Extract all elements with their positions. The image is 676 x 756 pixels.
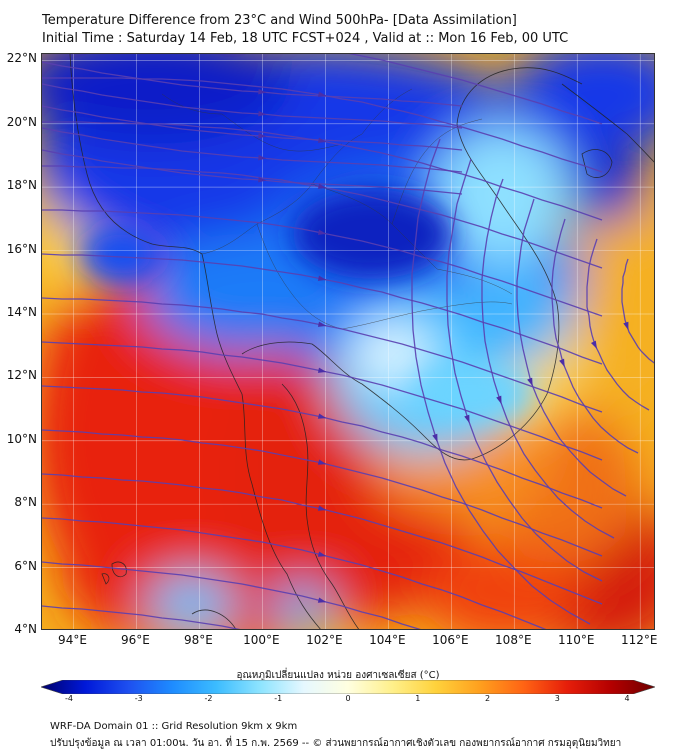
streamline [411,138,591,625]
wind-arrow [496,395,502,405]
wind-arrow [317,505,327,511]
colorbar [40,679,656,695]
lat-tick-label: 14°N [6,304,37,319]
wind-arrow [317,229,327,235]
wind-arrow [623,321,629,331]
streamline [42,83,463,129]
update-info: ปรับปรุงข้อมูล ณ เวลา 01:00น. วัน อา. ที… [50,738,622,749]
lon-tick-label: 100°E [243,633,280,647]
streamline [481,178,615,539]
wind-arrow [317,459,327,465]
wind-arrow [258,176,267,183]
colorbar-tick-label: -3 [134,694,143,703]
streamline [516,198,627,497]
colorbar-title: อุณหภูมิเปลี่ยนแปลง หน่วย องศาเซลเซียส (… [236,670,440,681]
map-title: Temperature Difference from 23°C and Win… [42,13,517,28]
lon-tick-label: 96°E [121,633,150,647]
streamline [42,605,241,629]
lat-tick-label: 6°N [14,558,37,573]
wind-arrow [317,597,327,603]
streamline [42,127,463,173]
wind-arrow [432,433,438,443]
colorbar-tick-label: 3 [554,694,560,703]
lon-tick-label: 104°E [369,633,406,647]
colorbar-graphic [40,679,656,695]
colorbar-tick-label: 4 [624,694,630,703]
wind-arrow [317,551,327,557]
lon-tick-label: 110°E [558,633,595,647]
wind-arrow [559,358,565,368]
lon-tick-label: 98°E [183,633,213,647]
wind-arrow [317,413,327,419]
wind-arrow [317,321,327,327]
wind-arrow [258,110,267,117]
lat-tick-label: 18°N [6,178,37,193]
streamline [551,218,639,454]
lat-tick-label: 16°N [6,241,37,256]
lon-tick-label: 102°E [306,633,343,647]
streamline [586,238,650,411]
wind-arrow [590,340,598,350]
wind-arrow [317,137,327,143]
map-canvas [42,54,654,629]
map-subtitle: Initial Time : Saturday 14 Feb, 18 UTC F… [42,31,569,46]
colorbar-tick-label: -2 [204,694,213,703]
wind-arrow [317,275,327,281]
wind-arrow [527,377,533,387]
lat-tick-label: 8°N [14,495,37,510]
streamline [42,149,463,195]
colorbar-tick-label: -1 [274,694,283,703]
wind-arrow [258,132,267,139]
wind-arrow [317,367,327,373]
lat-tick-label: 12°N [6,368,37,383]
lon-tick-label: 106°E [432,633,469,647]
lat-tick-label: 22°N [6,51,37,66]
wind-arrow [317,91,327,97]
colorbar-tick-label: 0 [345,694,351,703]
lon-tick-label: 94°E [58,633,87,647]
lat-tick-label: 10°N [6,431,37,446]
wind-arrow [258,154,267,161]
temperature-wind-map [41,53,655,630]
colorbar-tick-label: 1 [415,694,421,703]
colorbar-tick-label: 2 [484,694,491,703]
wind-arrow [464,414,470,424]
country-borders [161,88,513,330]
graticule [42,54,654,629]
lon-tick-label: 112°E [621,633,658,647]
streamline [446,158,603,582]
temperature-field [42,54,654,629]
wind-arrow [317,183,327,189]
model-info: WRF-DA Domain 01 :: Grid Resolution 9km … [50,721,298,732]
colorbar-tick-label: -4 [65,694,73,703]
lat-tick-label: 4°N [14,622,37,636]
wind-arrow [258,88,267,95]
streamline [42,105,463,151]
streamline [348,54,603,125]
wind-arrowheads [258,88,629,603]
lon-tick-label: 108°E [495,633,532,647]
streamline [42,61,463,107]
lat-tick-label: 20°N [6,114,37,129]
